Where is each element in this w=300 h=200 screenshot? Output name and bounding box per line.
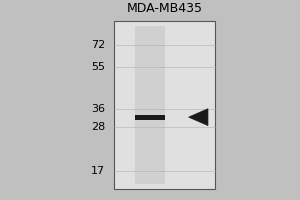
Polygon shape (189, 109, 208, 126)
Bar (114, 21, 215, 189)
Text: MDA-MB435: MDA-MB435 (127, 2, 203, 15)
Bar (135, 26, 165, 184)
Bar (135, 115, 165, 120)
Text: 17: 17 (91, 166, 105, 176)
Text: 72: 72 (91, 40, 105, 50)
Text: 55: 55 (92, 62, 105, 72)
Text: 28: 28 (91, 122, 105, 132)
Text: 36: 36 (92, 104, 105, 114)
